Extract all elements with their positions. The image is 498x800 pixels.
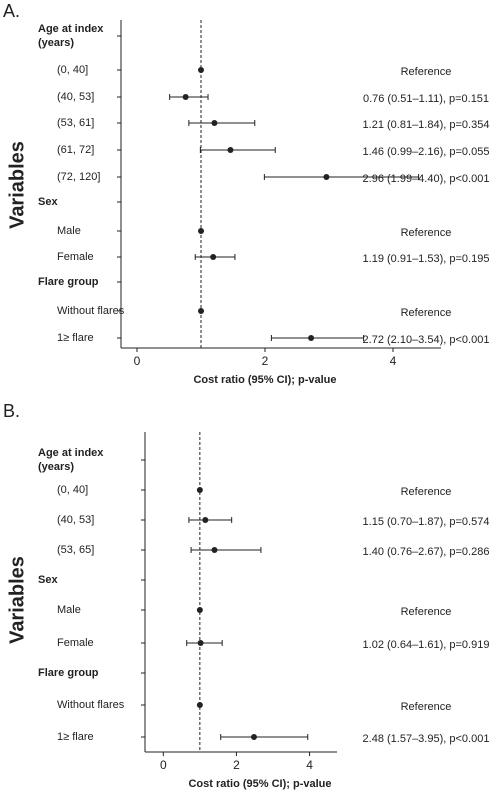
point	[211, 120, 218, 126]
x-axis-label: Cost ratio (95% CI); p-value	[193, 374, 336, 386]
point	[211, 547, 218, 553]
value-label: 1.21 (0.81–1.84), p=0.354	[363, 119, 490, 131]
x-tick-label: 0	[160, 758, 167, 772]
panel-title: B.	[3, 401, 20, 421]
point	[196, 487, 203, 493]
row-header-box: Sex	[38, 196, 58, 208]
x-tick-label: 2	[262, 354, 269, 368]
y-axis-label: Variables	[6, 141, 28, 229]
row-header-box: Age at index (years)	[38, 23, 104, 49]
row-header: Age at index (years)	[38, 23, 104, 49]
row-header: Sex	[38, 196, 58, 208]
point	[182, 94, 189, 100]
point	[210, 254, 217, 260]
value-label: 1.02 (0.64–1.61), p=0.919	[363, 639, 490, 651]
row-label: Male	[57, 604, 81, 616]
point	[198, 308, 204, 314]
point	[308, 335, 315, 341]
row-label: Without flares	[57, 699, 125, 711]
value-label: 2.72 (2.10–3.54), p<0.001	[363, 334, 490, 346]
value-label: 2.96 (1.99–4.40), p<0.001	[363, 173, 490, 185]
value-label: Reference	[401, 227, 452, 239]
point	[198, 228, 204, 234]
row-header: Age at index (years)	[38, 447, 104, 473]
row-label: 1≥ flare	[57, 332, 94, 344]
row-header-box: Flare group	[38, 667, 99, 679]
x-tick-label: 4	[390, 354, 397, 368]
row-label: (0, 40]	[57, 64, 88, 76]
value-label: Reference	[401, 701, 452, 713]
point	[250, 734, 257, 740]
row-label: (53, 61]	[57, 117, 94, 129]
y-axis-label: Variables	[6, 556, 28, 644]
row-label: (40, 53]	[57, 91, 94, 103]
value-label: Reference	[401, 486, 452, 498]
point	[198, 67, 204, 73]
panel-title: A.	[3, 1, 20, 21]
row-header-box: Age at index (years)	[38, 447, 104, 473]
row-header-box: Sex	[38, 574, 58, 586]
x-tick-label: 0	[134, 354, 141, 368]
row-header: Flare group	[38, 276, 99, 288]
row-label: (53, 65]	[57, 544, 94, 556]
value-label: Reference	[401, 307, 452, 319]
value-label: Reference	[401, 606, 452, 618]
value-label: 1.40 (0.76–2.67), p=0.286	[363, 546, 490, 558]
row-header-box: Flare group	[38, 276, 99, 288]
row-label: (40, 53]	[57, 514, 94, 526]
value-label: 1.15 (0.70–1.87), p=0.574	[363, 516, 490, 528]
row-header: Sex	[38, 574, 58, 586]
x-tick-label: 4	[306, 758, 313, 772]
row-label: Female	[57, 637, 94, 649]
row-label: Female	[57, 251, 94, 263]
x-axis-label: Cost ratio (95% CI); p-value	[188, 778, 331, 790]
point	[227, 147, 234, 153]
x-tick-label: 2	[233, 758, 240, 772]
row-label: 1≥ flare	[57, 731, 94, 743]
row-label: Without flares	[57, 305, 125, 317]
point	[202, 517, 209, 523]
point	[323, 174, 330, 180]
row-label: (0, 40]	[57, 484, 88, 496]
value-label: 1.46 (0.99–2.16), p=0.055	[363, 146, 490, 158]
row-label: (61, 72]	[57, 144, 94, 156]
value-label: 1.19 (0.91–1.53), p=0.195	[363, 253, 490, 265]
value-label: Reference	[401, 66, 452, 78]
value-label: 0.76 (0.51–1.11), p=0.151	[363, 93, 489, 105]
value-label: 2.48 (1.57–3.95), p<0.001	[363, 733, 490, 745]
point	[196, 607, 203, 613]
row-label: Male	[57, 225, 81, 237]
row-label: (72, 120]	[57, 171, 100, 183]
point	[196, 702, 203, 708]
point	[197, 640, 204, 646]
row-header: Flare group	[38, 667, 99, 679]
